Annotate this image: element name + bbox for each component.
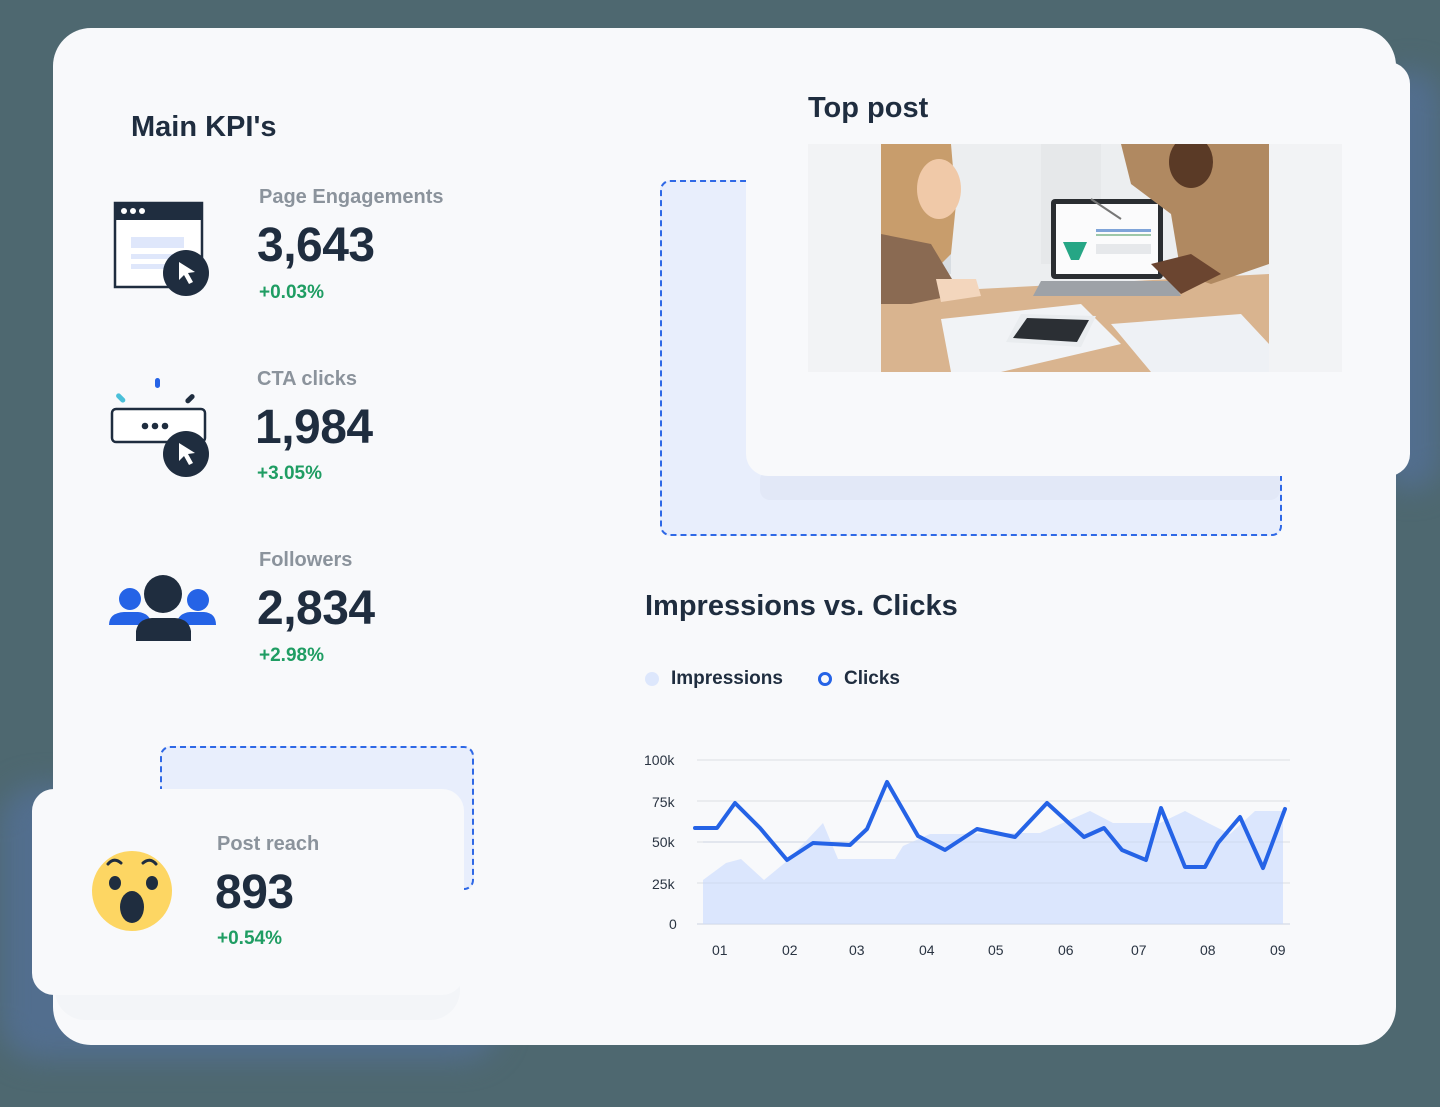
post-reach-value: 893 (215, 866, 294, 919)
x-tick-07: 07 (1131, 942, 1147, 958)
x-tick-01: 01 (712, 942, 728, 958)
y-tick-50k: 50k (652, 834, 675, 850)
wow-emoji-icon (92, 851, 172, 931)
legend-clicks-label: Clicks (844, 668, 900, 689)
y-tick-75k: 75k (652, 794, 675, 810)
kpi-value: 2,834 (257, 582, 375, 635)
y-tick-100k: 100k (644, 752, 675, 768)
impressions-swatch-icon (645, 672, 659, 686)
kpi-label: Followers (259, 549, 353, 571)
x-tick-08: 08 (1200, 942, 1216, 958)
kpi-change: +0.03% (259, 282, 324, 303)
impressions-area (703, 811, 1283, 924)
kpi-change: +2.98% (259, 645, 324, 666)
legend-impressions-label: Impressions (671, 668, 783, 689)
kpi-value: 1,984 (255, 401, 373, 454)
x-tick-02: 02 (782, 942, 798, 958)
x-tick-03: 03 (849, 942, 865, 958)
kpi-label: CTA clicks (257, 368, 358, 390)
kpi-label: Page Engagements (259, 186, 444, 208)
legend-impressions[interactable]: Impressions (645, 668, 783, 690)
top-post-image[interactable] (881, 144, 1269, 372)
browser-click-icon (113, 201, 209, 296)
button-click-icon (110, 378, 209, 477)
post-reach-label: Post reach (217, 833, 320, 855)
x-tick-05: 05 (988, 942, 1004, 958)
top-post-title: Top post (808, 92, 929, 124)
x-tick-04: 04 (919, 942, 935, 958)
photo-illustration (881, 144, 1269, 372)
x-tick-09: 09 (1270, 942, 1286, 958)
y-tick-0: 0 (669, 916, 677, 932)
clicks-swatch-icon (818, 672, 832, 686)
legend-clicks[interactable]: Clicks (818, 668, 900, 690)
chart-title: Impressions vs. Clicks (645, 590, 958, 622)
y-tick-25k: 25k (652, 876, 675, 892)
kpi-change: +3.05% (257, 463, 322, 484)
kpi-value: 3,643 (257, 219, 375, 272)
users-group-icon (109, 575, 216, 641)
x-tick-06: 06 (1058, 942, 1074, 958)
clicks-line (693, 780, 1287, 870)
post-reach-change: +0.54% (217, 928, 282, 949)
kpi-section-title: Main KPI's (131, 111, 277, 143)
